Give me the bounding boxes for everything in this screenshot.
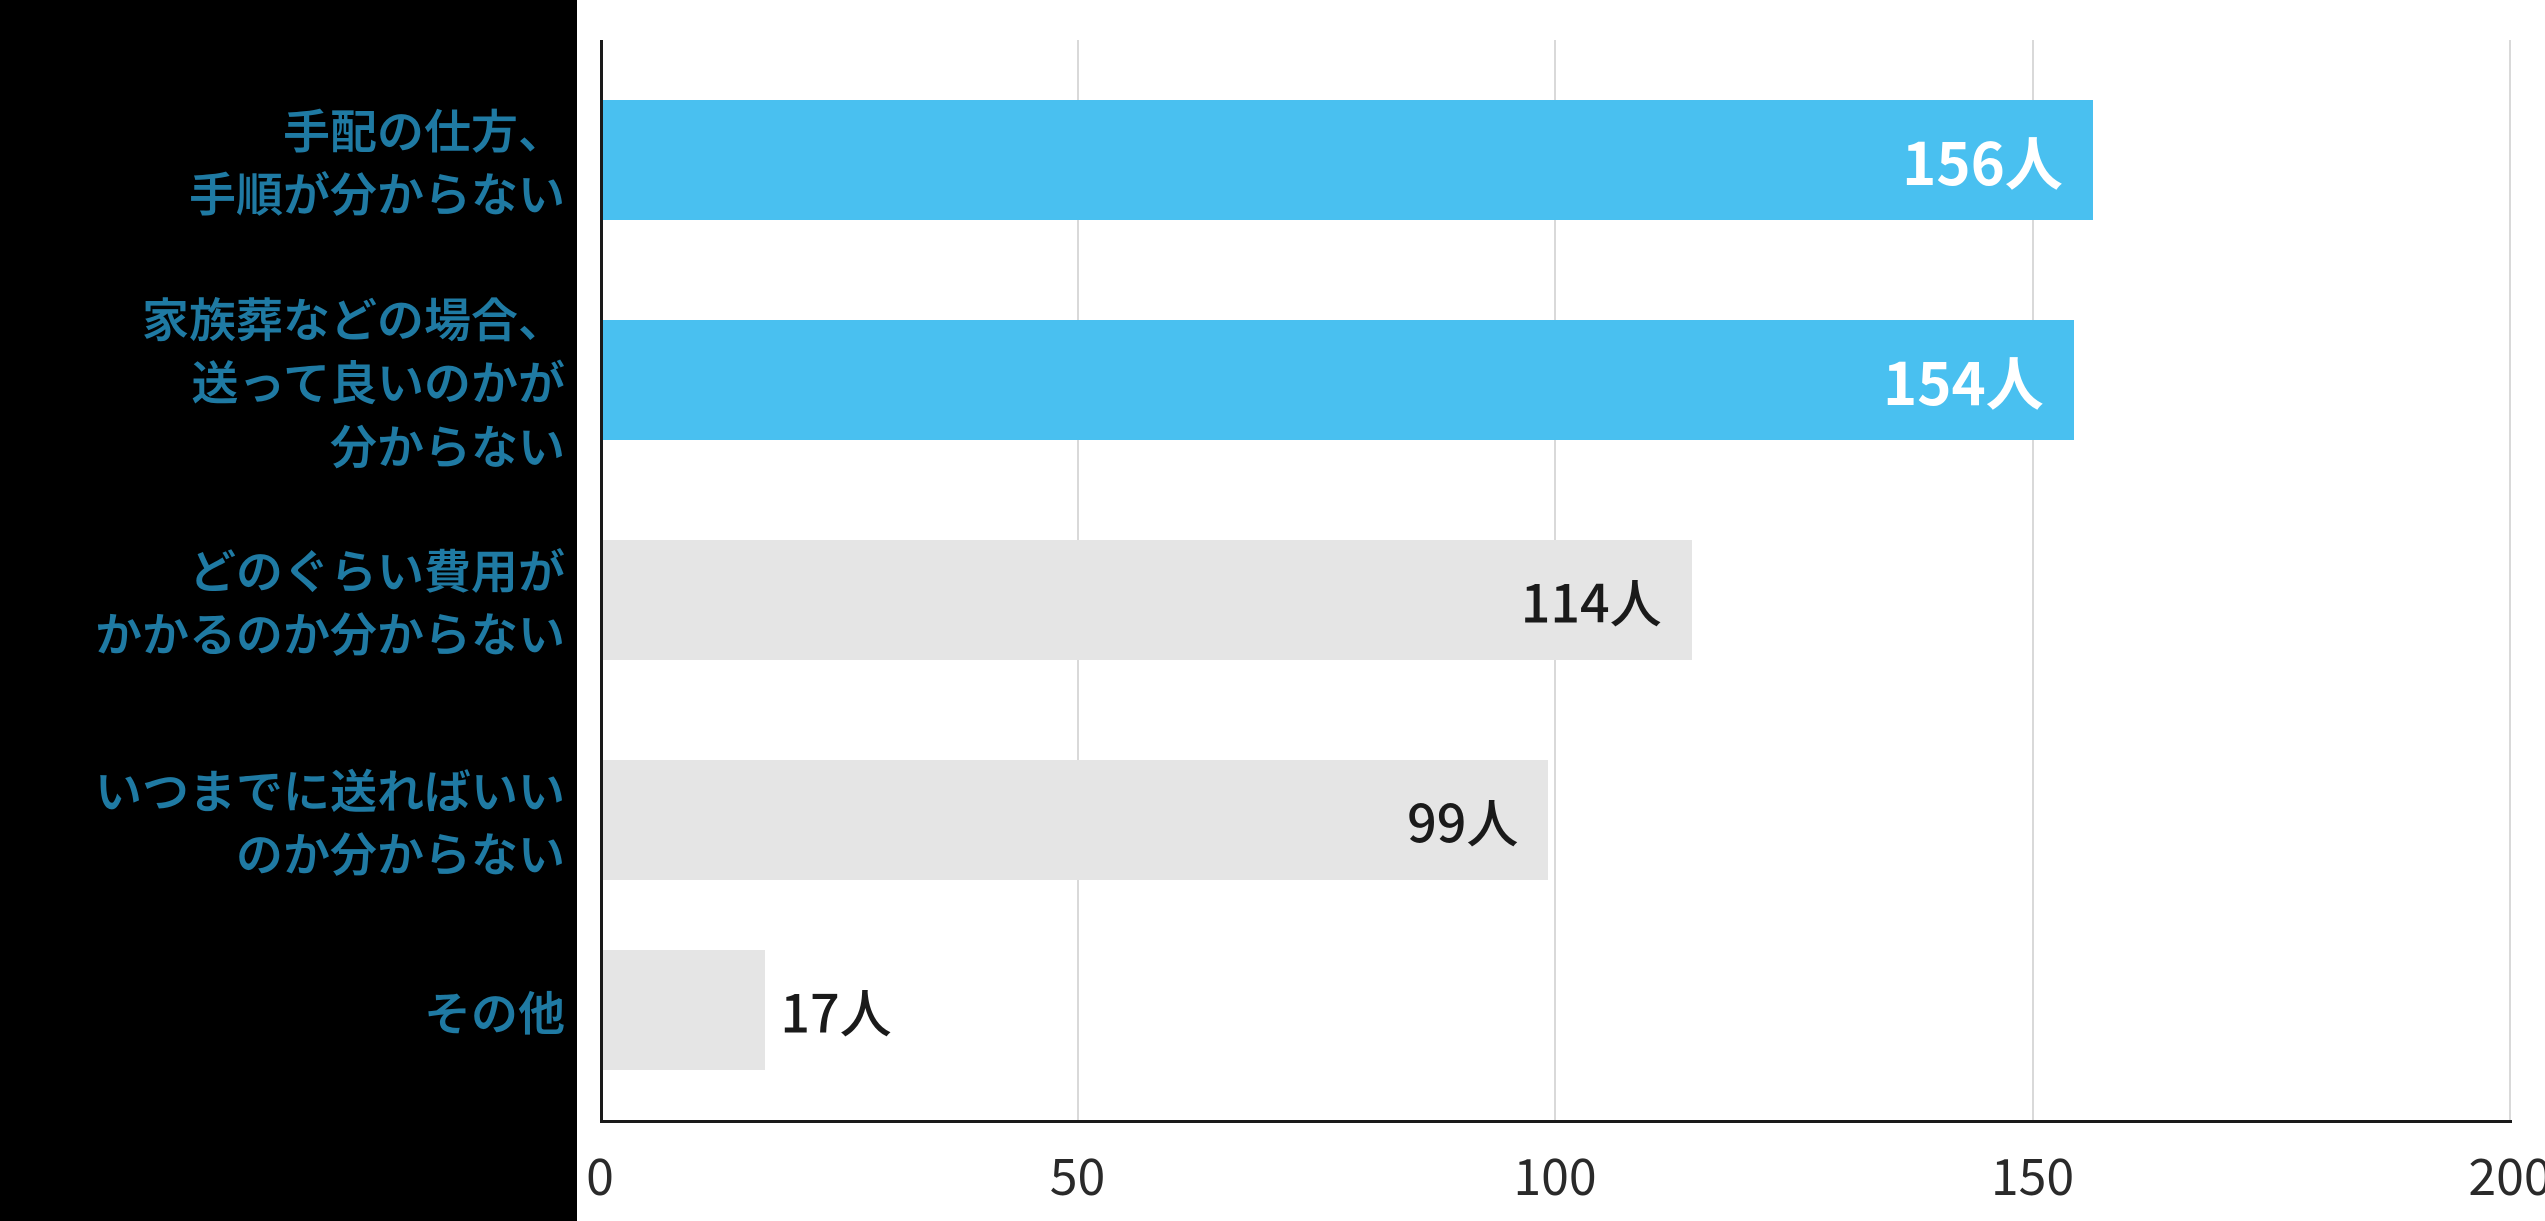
y-axis-line [600,40,603,1120]
bar: 99人 [603,760,1548,880]
category-label: いつまでに送ればいい のか分からない [95,757,565,884]
category-label: 家族葬などの場合、 送って良いのかが 分からない [142,285,565,475]
bar: 154人 [603,320,2074,440]
x-tick-label: 0 [586,1138,614,1210]
bar-value-label: 114人 [1521,563,1662,638]
survey-bar-chart: 156人 手配の仕方、 手順が分からない 154人 家族葬などの場合、 送って良いのか… [0,0,2545,1221]
x-tick-label: 150 [1991,1138,2074,1210]
bar-value-label: 156人 [1902,118,2063,202]
category-label: 手配の仕方、 手順が分からない [189,97,565,224]
bar: 156人 [603,100,2093,220]
x-tick-label: 200 [2468,1138,2545,1210]
category-label: その他 [424,978,565,1041]
category-label: どのぐらい費用が かかるのか分からない [95,537,565,664]
gridline [2509,40,2511,1120]
bar: 114人 [603,540,1692,660]
bar-value-label: 154人 [1883,338,2044,422]
bar-value-label: 17人 [780,973,891,1048]
bar-value-label: 99人 [1407,783,1518,858]
x-tick-label: 100 [1513,1138,1596,1210]
x-axis-line [600,1120,2512,1123]
bar: 17人 [603,950,765,1070]
x-tick-label: 50 [1050,1138,1106,1210]
